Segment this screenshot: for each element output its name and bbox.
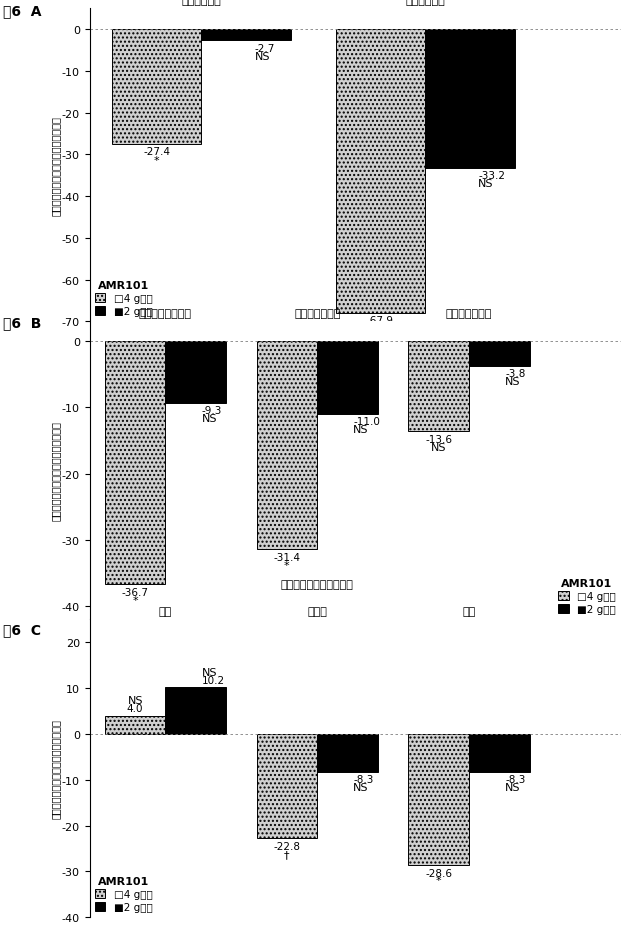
Y-axis label: プラセボ補正した変化の中央値（％）: プラセボ補正した変化の中央値（％） [51, 116, 60, 215]
Bar [202, 30, 291, 41]
Text: スタチンレジメンの効果: スタチンレジメンの効果 [281, 579, 354, 590]
Text: -11.0: -11.0 [353, 417, 380, 427]
Bar [317, 734, 378, 772]
Text: NS: NS [127, 695, 143, 706]
Text: -33.2: -33.2 [478, 170, 505, 181]
Text: -22.8: -22.8 [273, 841, 300, 851]
Bar [105, 716, 166, 734]
Text: -13.6: -13.6 [425, 434, 452, 445]
Text: 高い: 高い [463, 607, 476, 617]
Text: -27.4: -27.4 [143, 147, 170, 157]
Text: 10.2: 10.2 [202, 676, 225, 685]
Text: ロスバスタチン: ロスバスタチン [294, 309, 340, 319]
Text: -9.3: -9.3 [202, 405, 222, 416]
Y-axis label: プラセボ補正した変化の中央値（％）: プラセボ補正した変化の中央値（％） [51, 719, 60, 818]
Text: -8.3: -8.3 [353, 774, 374, 784]
Text: †: † [378, 324, 383, 334]
Legend: □4 g／日, ■2 g／日: □4 g／日, ■2 g／日 [95, 281, 152, 316]
Bar [166, 687, 226, 734]
Text: †: † [284, 849, 290, 859]
Bar [257, 734, 317, 839]
Bar [166, 342, 226, 403]
Text: -2.7: -2.7 [255, 43, 275, 53]
Text: -36.7: -36.7 [122, 587, 148, 597]
Legend: □4 g／日, ■2 g／日: □4 g／日, ■2 g／日 [95, 876, 152, 912]
Text: -28.6: -28.6 [425, 868, 452, 878]
Bar [335, 30, 425, 314]
Bar [408, 342, 469, 431]
Text: NS: NS [431, 442, 447, 452]
Bar [425, 30, 515, 168]
Text: *: * [284, 560, 290, 570]
Text: スタチン無し: スタチン無し [182, 0, 221, 7]
Bar [408, 734, 469, 865]
Text: NS: NS [202, 413, 217, 423]
Text: -67.9: -67.9 [367, 316, 394, 326]
Text: *: * [154, 155, 159, 166]
Bar [469, 342, 530, 367]
Bar [105, 342, 166, 585]
Text: NS: NS [353, 424, 369, 434]
Text: NS: NS [505, 376, 520, 387]
Legend: □4 g／日, ■2 g／日: □4 g／日, ■2 g／日 [558, 578, 616, 614]
Text: -31.4: -31.4 [273, 552, 300, 563]
Text: NS: NS [255, 51, 270, 62]
Bar [469, 734, 530, 772]
Text: 図6  A: 図6 A [3, 5, 42, 19]
Text: -3.8: -3.8 [505, 369, 525, 379]
Text: 図6  B: 図6 B [3, 315, 42, 329]
Text: 低い: 低い [159, 607, 172, 617]
Text: NS: NS [353, 782, 369, 792]
Text: アトルバスタチン: アトルバスタチン [139, 309, 192, 319]
Text: -8.3: -8.3 [505, 774, 525, 784]
Y-axis label: プラセボ補正した変化の中央値（％）: プラセボ補正した変化の中央値（％） [51, 421, 60, 520]
Text: 図6  C: 図6 C [3, 622, 41, 636]
Text: スタチン有り: スタチン有り [405, 0, 445, 7]
Bar [112, 30, 202, 144]
Bar [257, 342, 317, 549]
Text: *: * [436, 875, 442, 885]
Text: NS: NS [505, 782, 520, 792]
Text: シンバスタチン: シンバスタチン [446, 309, 492, 319]
Text: NS: NS [202, 667, 217, 678]
Text: NS: NS [478, 179, 493, 189]
Text: 4.0: 4.0 [127, 703, 143, 713]
Text: 中程度: 中程度 [307, 607, 327, 617]
Bar [317, 342, 378, 415]
Text: *: * [132, 595, 138, 605]
